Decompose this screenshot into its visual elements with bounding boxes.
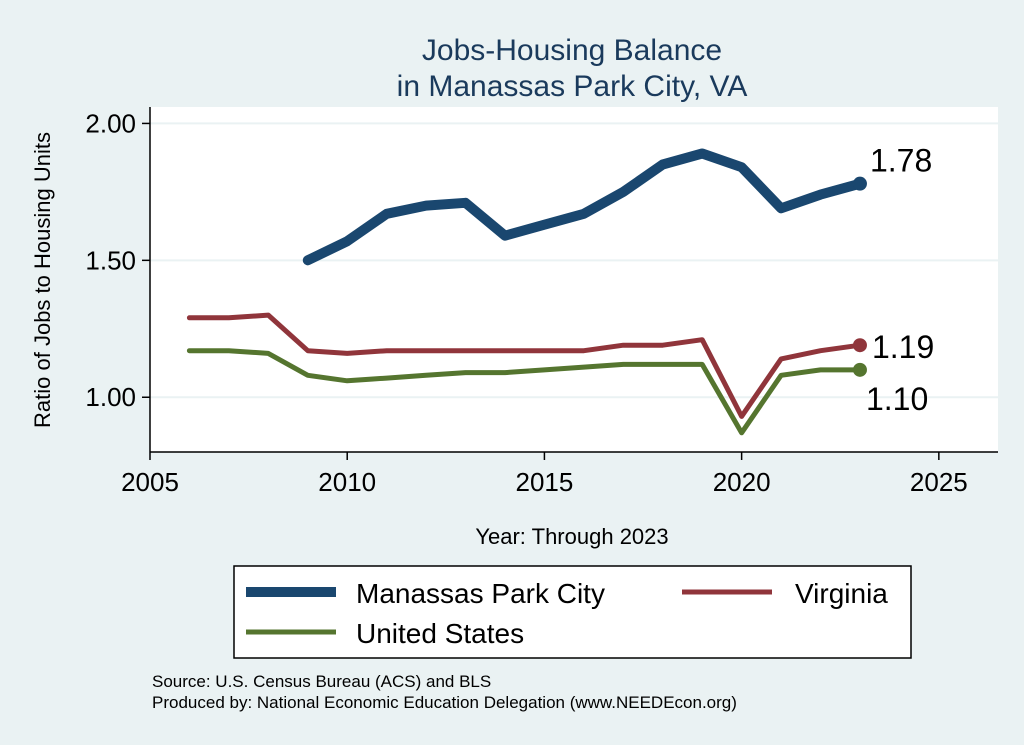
x-tick-label: 2010 [318,467,376,497]
chart-title-line1: Jobs-Housing Balance [422,34,722,67]
axes: 1.00 1.50 2.00 2005 2010 2015 2020 2025 [85,107,998,497]
x-tick-label: 2015 [515,467,573,497]
legend-box [233,565,912,659]
legend-label-manassas-park-city: Manassas Park City [356,578,605,609]
plot-area [150,107,998,452]
end-point-manassas-park-city [852,176,867,191]
series-line-virginia [186,312,863,419]
chart-title-line2: in Manassas Park City, VA [397,70,748,103]
legend-label-virginia: Virginia [795,578,888,609]
y-axis-title: Ratio of Jobs to Housing Units [30,132,55,428]
end-label-manassas-park-city: 1.78 [870,143,932,179]
source-note: Source: U.S. Census Bureau (ACS) and BLS [152,672,491,691]
series-layer: 1.78 1.19 1.10 [186,143,934,436]
y-tick-label: 1.00 [85,382,136,412]
end-label-united-states: 1.10 [866,381,928,417]
legend-label-united-states: United States [356,618,524,649]
y-tick-label: 2.00 [85,108,136,138]
end-label-virginia: 1.19 [872,329,934,365]
end-point-united-states [852,362,867,377]
y-tick-label: 1.50 [85,245,136,275]
producer-note: Produced by: National Economic Education… [152,693,737,712]
end-point-virginia [852,338,867,353]
series-line-manassas-park-city [302,148,865,266]
x-tick-label: 2025 [910,467,968,497]
x-tick-label: 2020 [713,467,771,497]
x-tick-label: 2005 [121,467,179,497]
series-line-united-states [186,348,863,436]
x-axis-title: Year: Through 2023 [475,524,668,549]
gridlines [150,122,998,399]
